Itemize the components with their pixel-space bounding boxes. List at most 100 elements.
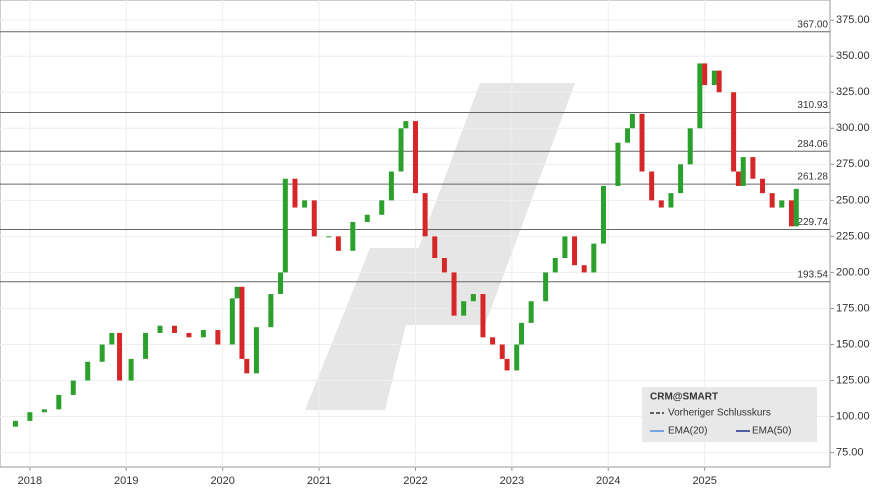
candle bbox=[292, 178, 298, 208]
candle bbox=[128, 358, 134, 381]
candle bbox=[41, 409, 47, 413]
candle bbox=[27, 412, 33, 421]
candle bbox=[668, 193, 674, 208]
candle bbox=[470, 294, 476, 302]
y-tick-label: 150.00 bbox=[836, 338, 870, 350]
candle bbox=[793, 188, 799, 227]
candle bbox=[711, 70, 717, 86]
x-tick-label: 2024 bbox=[596, 475, 620, 487]
candle bbox=[403, 121, 409, 129]
candle bbox=[109, 332, 115, 345]
candle bbox=[215, 330, 221, 345]
candle bbox=[143, 332, 149, 359]
candle bbox=[200, 330, 206, 338]
candle bbox=[335, 236, 341, 251]
y-tick-label: 125.00 bbox=[836, 374, 870, 386]
y-tick-label: 175.00 bbox=[836, 302, 870, 314]
level-label: 261.28 bbox=[797, 172, 828, 183]
level-label: 310.93 bbox=[797, 100, 828, 111]
candle bbox=[171, 325, 177, 333]
legend-box bbox=[642, 387, 817, 442]
y-tick-label: 75.00 bbox=[836, 446, 864, 458]
candle bbox=[244, 358, 250, 374]
candle bbox=[56, 394, 62, 410]
candle bbox=[625, 128, 631, 143]
candle bbox=[388, 171, 394, 201]
candle bbox=[157, 325, 163, 333]
legend-label: EMA(50) bbox=[752, 426, 791, 437]
x-tick-label: 2023 bbox=[500, 475, 524, 487]
level-label: 367.00 bbox=[797, 19, 828, 30]
y-tick-label: 300.00 bbox=[836, 122, 870, 134]
candle bbox=[581, 265, 587, 273]
candle bbox=[750, 157, 756, 179]
candle bbox=[678, 164, 684, 194]
y-tick-label: 250.00 bbox=[836, 194, 870, 206]
candle bbox=[760, 178, 766, 194]
x-tick-label: 2022 bbox=[403, 475, 427, 487]
candle bbox=[514, 344, 520, 371]
candle bbox=[716, 70, 722, 93]
candle bbox=[504, 358, 510, 371]
candle bbox=[311, 200, 317, 237]
x-tick-label: 2021 bbox=[307, 475, 331, 487]
candle bbox=[788, 200, 794, 227]
candle bbox=[552, 258, 558, 273]
candle bbox=[735, 171, 741, 186]
candle bbox=[239, 286, 245, 359]
legend-label: Vorheriger Schlusskurs bbox=[668, 408, 771, 419]
candle bbox=[600, 185, 606, 244]
candle bbox=[639, 113, 645, 172]
candle bbox=[499, 344, 505, 359]
candle bbox=[186, 332, 192, 338]
legend-label: EMA(20) bbox=[668, 426, 707, 437]
candle bbox=[117, 332, 123, 381]
candle bbox=[528, 301, 534, 323]
x-tick-label: 2020 bbox=[210, 475, 234, 487]
candle bbox=[85, 361, 91, 381]
candle bbox=[658, 200, 664, 208]
candle bbox=[769, 193, 775, 208]
x-tick-label: 2018 bbox=[18, 475, 42, 487]
candle bbox=[740, 157, 746, 186]
y-tick-label: 375.00 bbox=[836, 14, 870, 26]
candle bbox=[629, 113, 635, 129]
candle bbox=[282, 178, 288, 273]
candle bbox=[519, 322, 525, 345]
y-tick-label: 100.00 bbox=[836, 410, 870, 422]
candle bbox=[422, 193, 428, 237]
candle bbox=[615, 142, 621, 186]
candle bbox=[451, 272, 457, 316]
candle bbox=[12, 420, 18, 427]
candle bbox=[543, 272, 549, 302]
level-label: 229.74 bbox=[797, 217, 828, 228]
candle bbox=[697, 63, 703, 129]
candle bbox=[398, 128, 404, 172]
watermark bbox=[305, 83, 575, 410]
candle bbox=[70, 380, 76, 395]
candle bbox=[412, 121, 418, 194]
candle bbox=[461, 301, 467, 316]
y-tick-label: 325.00 bbox=[836, 86, 870, 98]
candle bbox=[99, 344, 105, 362]
legend[interactable]: CRM@SMART Vorheriger Schlusskurs EMA(20)… bbox=[642, 387, 817, 442]
candle bbox=[591, 243, 597, 273]
candle bbox=[268, 294, 274, 328]
y-tick-label: 350.00 bbox=[836, 50, 870, 62]
level-label: 193.54 bbox=[797, 269, 828, 280]
candle bbox=[702, 63, 708, 86]
y-tick-label: 225.00 bbox=[836, 230, 870, 242]
candle bbox=[649, 171, 655, 201]
candle bbox=[302, 200, 308, 208]
candle bbox=[350, 221, 356, 251]
candle bbox=[441, 258, 447, 273]
candle bbox=[562, 236, 568, 259]
candle bbox=[731, 92, 737, 172]
candle bbox=[779, 200, 785, 208]
candle bbox=[687, 128, 693, 165]
legend-title: CRM@SMART bbox=[650, 392, 718, 403]
level-label: 284.06 bbox=[797, 139, 828, 150]
candle bbox=[229, 298, 235, 345]
candle bbox=[379, 200, 385, 215]
